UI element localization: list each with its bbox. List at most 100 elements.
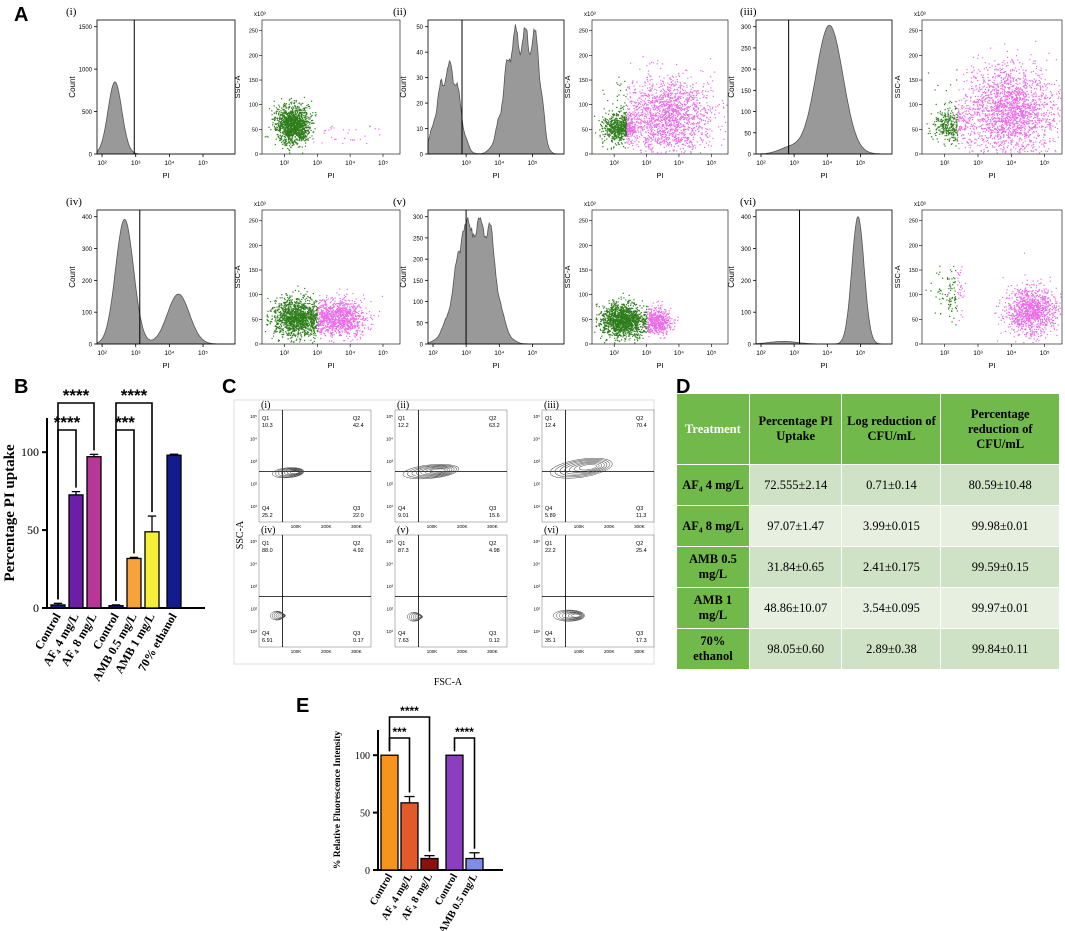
scatter-dot (926, 123, 928, 125)
scatter-dot (1001, 110, 1003, 112)
scatter-dot (301, 127, 304, 129)
scatter-dot (1030, 116, 1032, 118)
scatter-dot (635, 102, 638, 104)
scatter-dot (298, 108, 300, 110)
scatter-dot (949, 128, 951, 130)
scatter-dot (1013, 103, 1015, 105)
scatter-dot (645, 121, 647, 124)
scatter-dot (687, 94, 689, 96)
scatter-dot (666, 96, 668, 98)
scatter-dot (285, 132, 287, 134)
scatter-dot (698, 122, 700, 124)
scatter-dot (633, 108, 635, 110)
scatter-dot (672, 128, 674, 130)
scatter-dot (1005, 65, 1007, 67)
scatter-dot (663, 142, 665, 145)
scatter-dot (698, 126, 700, 128)
scatter-dot (288, 137, 290, 139)
scatter-dot (689, 105, 691, 107)
scatter-dot (1028, 126, 1030, 128)
scatter-dot (619, 128, 621, 130)
scatter-dot (682, 148, 684, 150)
scatter-dot (321, 142, 323, 144)
scatter-dot (658, 131, 660, 133)
scatter-dot (305, 114, 307, 116)
scatter-dot (952, 114, 955, 116)
scatter-dot (299, 136, 301, 138)
scatter-dot (665, 100, 667, 102)
scatter-dot (604, 134, 606, 136)
scatter-dot (657, 123, 659, 125)
scatter-dot (287, 113, 290, 115)
scatter-dot (651, 101, 653, 103)
scatter-dot (602, 127, 604, 129)
scatter-dot (675, 109, 677, 111)
scatter-dot (283, 114, 285, 116)
scatter-dot (1054, 149, 1056, 151)
scatter-dot (644, 93, 646, 95)
scatter-dot (1027, 123, 1029, 125)
scatter-dot (646, 117, 648, 119)
scatter-dot (299, 145, 301, 148)
scatter-dot (674, 96, 676, 98)
scatter-dot (599, 129, 601, 131)
scatter-dot (691, 129, 693, 131)
scatter-dot (1041, 73, 1043, 75)
scatter-dot (283, 110, 285, 112)
scatter-dot (692, 96, 694, 99)
scatter-dot (292, 113, 294, 116)
scatter-dot (995, 105, 997, 107)
scatter-dot (625, 135, 627, 137)
scatter-dot (671, 92, 674, 94)
scatter-dot (1007, 120, 1009, 122)
scatter-dot (657, 118, 659, 120)
scatter-dot (989, 118, 991, 121)
scatter-dot (1019, 117, 1021, 120)
scatter-dot (1028, 125, 1030, 127)
scatter-dot (669, 150, 671, 152)
scatter-dot (1010, 108, 1012, 110)
scatter-dot (958, 110, 960, 112)
scatter-dot (617, 135, 619, 137)
scatter-dot (683, 86, 685, 88)
scatter-dot (622, 124, 624, 126)
scatter-dot (279, 118, 281, 120)
scatter-dot (952, 118, 955, 120)
scatter-dot (304, 131, 307, 133)
scatter-dot (1049, 124, 1051, 126)
scatter-dot (683, 135, 685, 137)
scatter-dot (970, 144, 972, 146)
scatter-dot (659, 105, 661, 107)
scatter-dot (668, 121, 670, 123)
scatter-dot (1005, 80, 1007, 82)
scatter-dot (618, 124, 620, 126)
scatter-dot (334, 138, 336, 140)
scatter-dot (627, 105, 629, 107)
scatter-dot (704, 115, 706, 117)
scatter-dot (297, 133, 299, 135)
scatter-dot (642, 141, 645, 143)
scatter-dot (637, 117, 639, 119)
scatter-dot (618, 140, 620, 142)
scatter-dot (297, 114, 299, 116)
scatter-dot (704, 120, 707, 122)
scatter-dot (286, 114, 288, 116)
scatter-dot (977, 54, 979, 56)
scatter-dot (641, 92, 643, 94)
scatter-dot (997, 107, 999, 109)
scatter-dot (958, 99, 960, 101)
scatter-dot (691, 118, 694, 120)
scatter-dot (681, 131, 683, 133)
scatter-dot (620, 83, 622, 85)
scatter-dot (1025, 136, 1027, 138)
scatter-dot (974, 113, 976, 115)
scatter-dot (626, 138, 628, 140)
scatter-dot (970, 77, 972, 79)
scatter-dot (647, 126, 649, 128)
scatter-dot (692, 122, 694, 124)
scatter-dot (1039, 85, 1041, 87)
scatter-dot (973, 131, 975, 133)
scatter-dot (632, 111, 634, 113)
scatter-dot (971, 109, 973, 111)
